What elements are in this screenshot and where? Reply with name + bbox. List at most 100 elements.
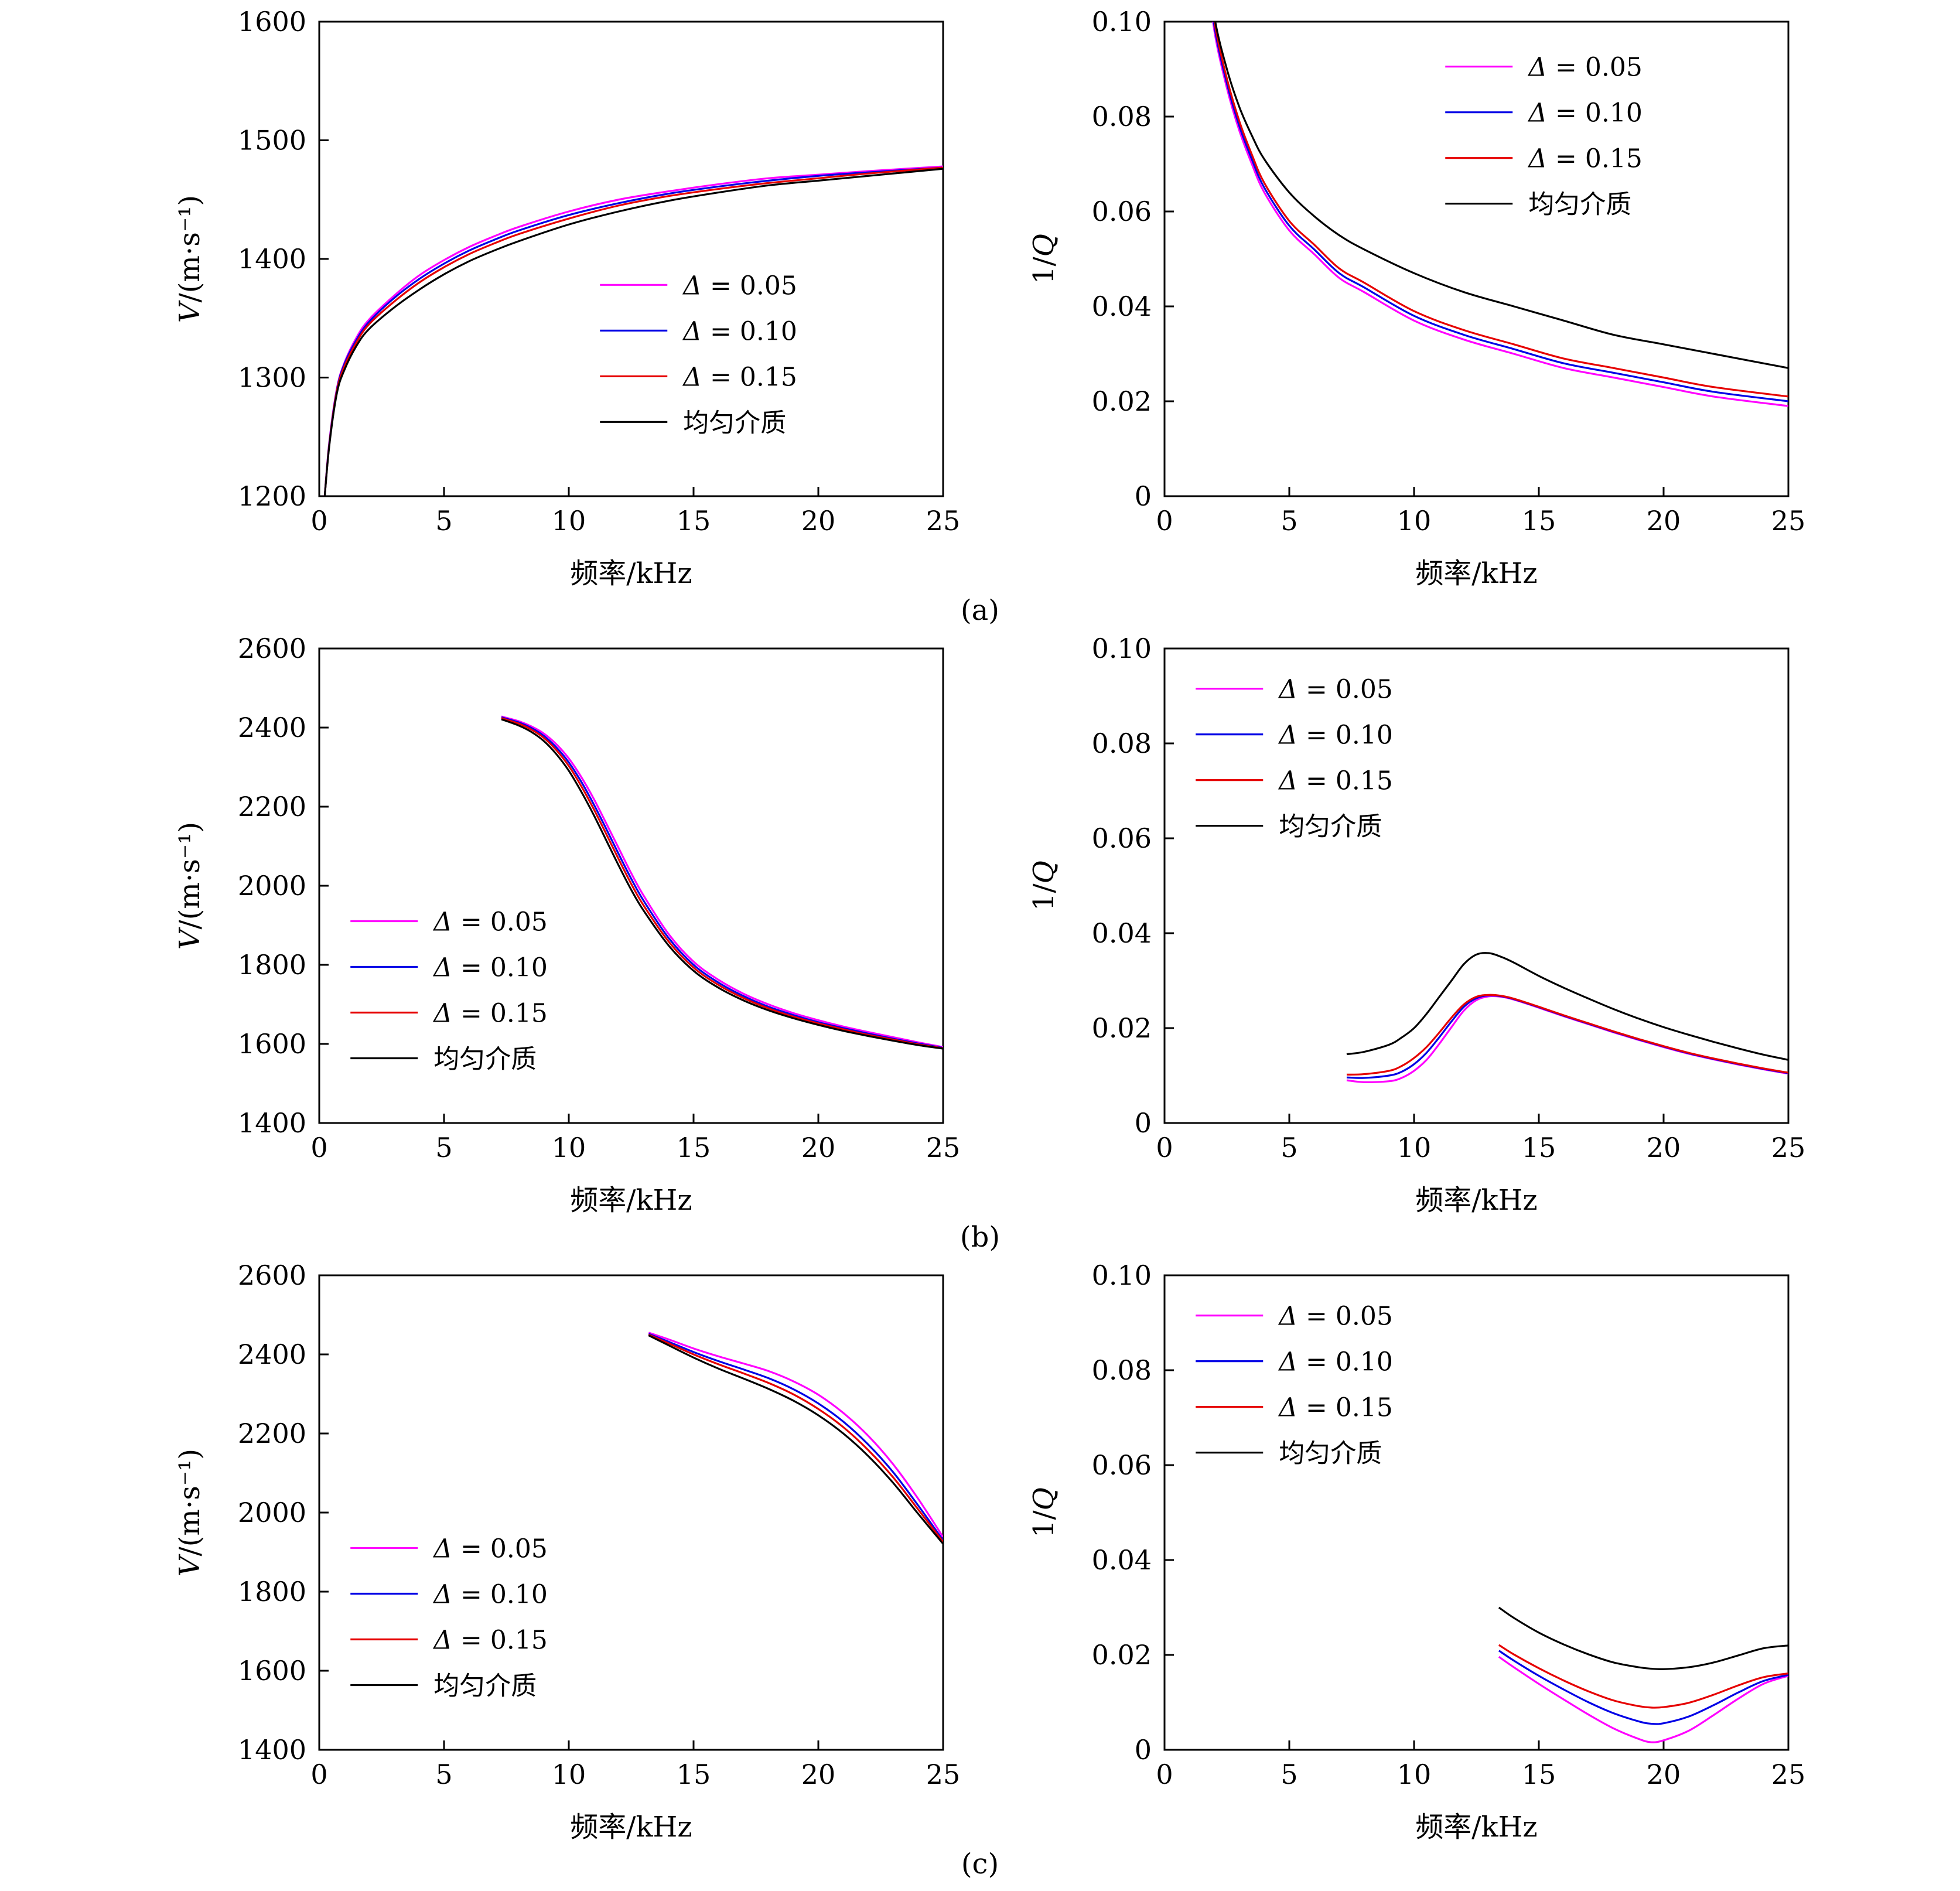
x-tick-label: 0 <box>1156 1132 1173 1163</box>
series-line <box>501 717 943 1050</box>
y-tick-label: 2600 <box>238 634 306 664</box>
y-tick-label: 0.08 <box>1092 101 1152 132</box>
x-tick-label: 0 <box>1156 1759 1173 1790</box>
y-tick-label: 1800 <box>238 949 306 981</box>
x-tick-label: 5 <box>1281 1759 1297 1790</box>
legend-item-label: 均匀介质 <box>1279 1439 1382 1469</box>
legend-item-label: 均匀介质 <box>1279 812 1382 842</box>
y-axis-title: 1/Q <box>1027 234 1060 284</box>
series-line <box>1213 22 1788 398</box>
x-tick-label: 20 <box>1647 505 1681 537</box>
legend-item-label: Δ = 0.10 <box>432 1580 548 1610</box>
y-axis-title: V/(m·s⁻¹) <box>173 822 206 950</box>
y-tick-label: 1400 <box>238 1107 306 1139</box>
x-tick-label: 10 <box>552 505 586 537</box>
x-tick-label: 15 <box>677 505 711 537</box>
x-tick-label: 5 <box>435 1759 452 1790</box>
legend-item-label: Δ = 0.10 <box>682 316 797 346</box>
panel-label-c: (c) <box>961 1848 999 1880</box>
legend-item-label: Δ = 0.15 <box>1278 766 1393 796</box>
x-axis-title: 频率/kHz <box>1415 557 1537 590</box>
x-tick-label: 20 <box>801 1759 836 1790</box>
legend-item-label: Δ = 0.05 <box>1527 53 1643 83</box>
x-tick-label: 10 <box>1397 505 1432 537</box>
legend-item-label: Δ = 0.05 <box>432 1534 548 1564</box>
x-tick-label: 10 <box>1397 1132 1432 1163</box>
legend-item-label: Δ = 0.10 <box>1278 721 1393 750</box>
chart-b-velocity: 0 5 10 15 20 25 1400 1600 1800 2000 2200 2400 2600 频率… <box>173 634 960 1217</box>
x-tick-label: 0 <box>310 1132 327 1163</box>
series-line <box>1346 994 1788 1076</box>
y-tick-label: 1800 <box>238 1576 306 1607</box>
series-line <box>323 166 943 496</box>
y-tick-label: 0.04 <box>1092 1544 1152 1576</box>
y-tick-label: 0.10 <box>1092 634 1152 664</box>
legend-item-label: Δ = 0.10 <box>1527 98 1643 128</box>
legend-item-label: Δ = 0.15 <box>1278 1393 1393 1423</box>
x-axis-title: 频率/kHz <box>570 1184 692 1217</box>
series-line <box>501 715 943 1048</box>
legend-item-label: 均匀介质 <box>433 1045 537 1074</box>
chart-a-velocity: 0 5 10 15 20 25 1200 1300 1400 1500 1600 频率/kHz V/(m… <box>173 7 960 590</box>
chart-b-attenuation: 0 5 10 15 20 25 0 0.02 0.04 0.06 0.08 0.10 频率/kHz 1/Q… <box>1027 634 1806 1217</box>
x-tick-label: 25 <box>1771 1132 1806 1163</box>
legend-item-label: Δ = 0.15 <box>1527 144 1643 174</box>
legend-item-label: 均匀介质 <box>1528 190 1631 220</box>
x-tick-label: 15 <box>677 1759 711 1790</box>
x-tick-label: 5 <box>435 1132 452 1163</box>
y-tick-label: 0.04 <box>1092 291 1152 322</box>
x-tick-label: 0 <box>310 505 327 537</box>
y-tick-label: 0 <box>1135 1107 1152 1139</box>
x-tick-label: 25 <box>926 1759 961 1790</box>
x-tick-label: 10 <box>552 1132 586 1163</box>
y-axis-title: V/(m·s⁻¹) <box>173 195 206 323</box>
series-line <box>648 1332 943 1538</box>
x-tick-label: 25 <box>1771 1759 1806 1790</box>
series-line <box>323 165 943 496</box>
y-tick-label: 0.02 <box>1092 385 1152 417</box>
y-tick-label: 1200 <box>238 480 306 512</box>
legend-item-label: Δ = 0.10 <box>1278 1347 1393 1377</box>
x-axis-title: 频率/kHz <box>1415 1184 1537 1217</box>
series-line <box>501 716 943 1049</box>
y-axis-title: 1/Q <box>1027 861 1060 911</box>
chart-a-attenuation: 0 5 10 15 20 25 0 0.02 0.04 0.06 0.08 0.10 频率/kHz 1/Q… <box>1027 7 1806 590</box>
legend-item-label: Δ = 0.05 <box>682 271 797 301</box>
series-line <box>323 168 943 496</box>
x-tick-label: 0 <box>310 1759 327 1790</box>
y-tick-label: 2400 <box>238 712 306 743</box>
x-tick-label: 10 <box>1397 1759 1432 1790</box>
x-tick-label: 25 <box>1771 505 1806 537</box>
axis-box <box>1163 21 1790 497</box>
y-tick-label: 0 <box>1135 480 1152 512</box>
x-tick-label: 20 <box>1647 1132 1681 1163</box>
y-axis-title: 1/Q <box>1027 1487 1060 1538</box>
axis-box <box>1163 1274 1790 1751</box>
series-line <box>1346 994 1788 1079</box>
series-line <box>1498 1650 1788 1725</box>
series-line <box>501 718 943 1050</box>
panel-row-c: 0 5 10 15 20 25 1400 1600 1800 2000 2200 2400 2600 频率… <box>0 1261 1960 1846</box>
y-tick-label: 2000 <box>238 1497 306 1528</box>
x-tick-label: 5 <box>1281 505 1297 537</box>
x-tick-label: 0 <box>1156 505 1173 537</box>
y-tick-label: 1300 <box>238 362 306 394</box>
legend-item-label: Δ = 0.05 <box>1278 1302 1393 1332</box>
y-tick-label: 1400 <box>238 243 306 275</box>
y-tick-label: 1600 <box>238 7 306 37</box>
legend-item-label: 均匀介质 <box>683 408 786 438</box>
y-tick-label: 0.06 <box>1092 1449 1152 1481</box>
y-tick-label: 0.10 <box>1092 7 1152 37</box>
legend-item-label: Δ = 0.10 <box>432 953 548 983</box>
y-tick-label: 1400 <box>238 1734 306 1766</box>
y-tick-label: 2400 <box>238 1339 306 1370</box>
panel-label-b: (b) <box>959 1221 1001 1254</box>
y-tick-label: 0.04 <box>1092 917 1152 949</box>
chart-c-attenuation: 0 5 10 15 20 25 0 0.02 0.04 0.06 0.08 0.10 频率/kHz 1/Q… <box>1027 1261 1806 1844</box>
series-line <box>1214 22 1788 369</box>
x-tick-label: 20 <box>801 505 836 537</box>
y-tick-label: 2600 <box>238 1261 306 1291</box>
y-tick-label: 0 <box>1135 1734 1152 1766</box>
x-tick-label: 10 <box>552 1759 586 1790</box>
series-line <box>1498 1606 1788 1671</box>
